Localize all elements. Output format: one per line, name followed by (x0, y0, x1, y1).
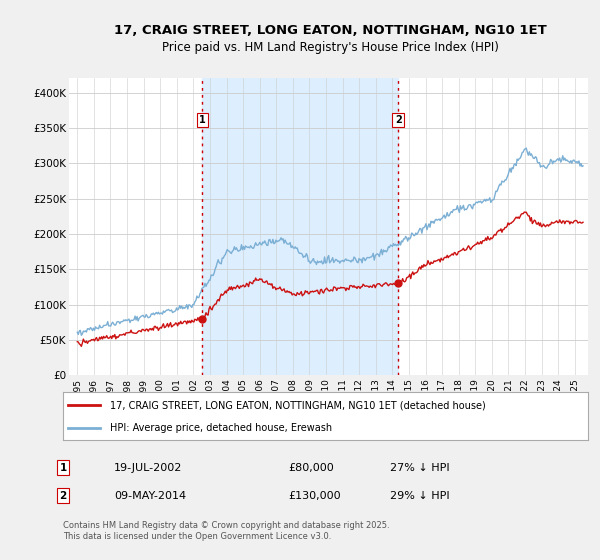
Text: £80,000: £80,000 (288, 463, 334, 473)
Text: HPI: Average price, detached house, Erewash: HPI: Average price, detached house, Erew… (110, 423, 332, 433)
Text: £130,000: £130,000 (288, 491, 341, 501)
Text: 17, CRAIG STREET, LONG EATON, NOTTINGHAM, NG10 1ET: 17, CRAIG STREET, LONG EATON, NOTTINGHAM… (113, 24, 547, 38)
Bar (202, 78, 398, 375)
Text: 1: 1 (199, 115, 206, 125)
Text: 1: 1 (59, 463, 67, 473)
Text: 09-MAY-2014: 09-MAY-2014 (114, 491, 186, 501)
Text: 19-JUL-2002: 19-JUL-2002 (114, 463, 182, 473)
Text: 2: 2 (395, 115, 401, 125)
Text: Contains HM Land Registry data © Crown copyright and database right 2025.
This d: Contains HM Land Registry data © Crown c… (63, 521, 389, 540)
Text: 27% ↓ HPI: 27% ↓ HPI (390, 463, 449, 473)
Text: 2: 2 (59, 491, 67, 501)
Text: 29% ↓ HPI: 29% ↓ HPI (390, 491, 449, 501)
Text: 17, CRAIG STREET, LONG EATON, NOTTINGHAM, NG10 1ET (detached house): 17, CRAIG STREET, LONG EATON, NOTTINGHAM… (110, 400, 486, 410)
Text: Price paid vs. HM Land Registry's House Price Index (HPI): Price paid vs. HM Land Registry's House … (161, 41, 499, 54)
